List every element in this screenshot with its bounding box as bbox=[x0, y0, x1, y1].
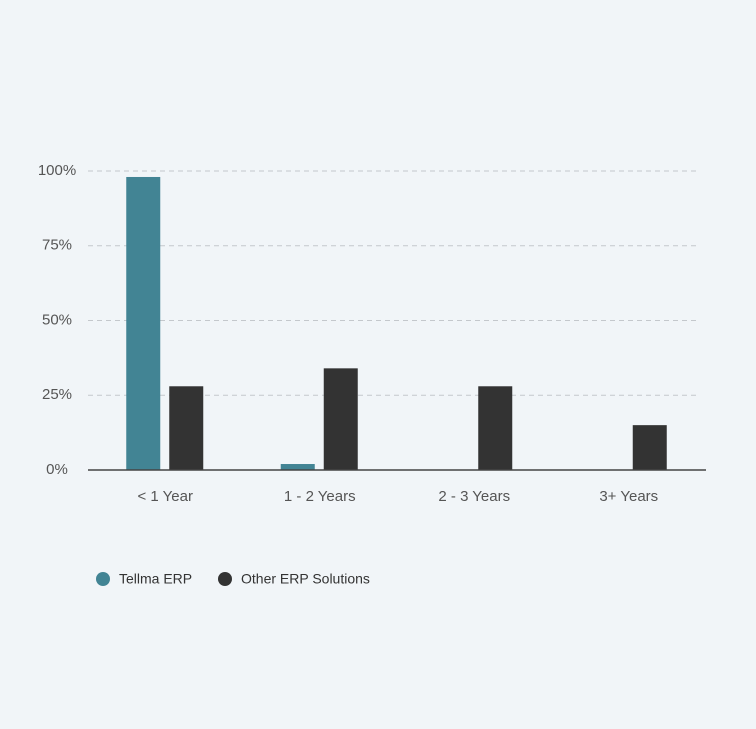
legend-label: Other ERP Solutions bbox=[241, 571, 370, 587]
y-tick-label: 50% bbox=[42, 311, 72, 328]
legend-marker bbox=[218, 572, 232, 586]
bar bbox=[323, 368, 358, 470]
y-tick-label: 75% bbox=[42, 237, 72, 254]
bar bbox=[126, 176, 161, 471]
legend-marker bbox=[96, 572, 110, 586]
x-tick-label: 3+ Years bbox=[599, 488, 658, 505]
x-tick-label: 1 - 2 Years bbox=[284, 488, 356, 505]
bar bbox=[478, 386, 513, 470]
y-tick-label: 0% bbox=[46, 461, 68, 478]
x-tick-label: < 1 Year bbox=[138, 488, 193, 505]
y-tick-label: 100% bbox=[38, 162, 76, 179]
y-tick-label: 25% bbox=[42, 386, 72, 403]
x-tick-label: 2 - 3 Years bbox=[438, 488, 510, 505]
bar bbox=[632, 425, 667, 470]
bar bbox=[280, 464, 315, 470]
legend-label: Tellma ERP bbox=[119, 571, 192, 587]
bar bbox=[169, 386, 204, 470]
